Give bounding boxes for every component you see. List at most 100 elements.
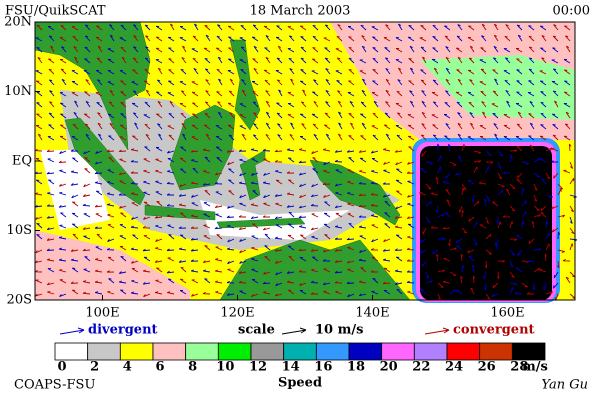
wind-arrow bbox=[251, 246, 259, 251]
wind-arrow bbox=[348, 57, 355, 64]
wind-arrow bbox=[155, 25, 163, 31]
wind-arrow bbox=[556, 260, 560, 269]
wind-arrow bbox=[228, 90, 235, 97]
wind-arrow bbox=[467, 37, 475, 42]
wind-arrow bbox=[371, 92, 379, 97]
wind-arrow bbox=[275, 170, 283, 174]
wind-arrow bbox=[516, 123, 523, 130]
wind-arrow bbox=[382, 182, 391, 185]
wind-arrow bbox=[467, 136, 475, 141]
wind-arrow bbox=[34, 293, 43, 297]
wind-arrow bbox=[301, 123, 307, 130]
wind-arrow bbox=[287, 48, 295, 53]
wind-arrow bbox=[83, 235, 91, 240]
wind-arrow bbox=[382, 258, 391, 262]
wind-arrow bbox=[215, 146, 223, 152]
footer-left: COAPS-FSU bbox=[14, 378, 95, 393]
wind-arrow bbox=[132, 90, 139, 97]
wind-arrow bbox=[119, 158, 127, 163]
wind-arrow bbox=[48, 68, 55, 75]
wind-arrow bbox=[346, 149, 355, 153]
wind-arrow bbox=[384, 47, 391, 53]
wind-arrow bbox=[168, 80, 175, 86]
wind-arrow bbox=[109, 122, 115, 130]
wind-arrow bbox=[36, 222, 43, 229]
wind-arrow bbox=[528, 113, 535, 119]
wind-arrow bbox=[539, 135, 547, 141]
wind-arrow bbox=[83, 268, 91, 273]
wind-arrow bbox=[395, 103, 403, 108]
wind-arrow bbox=[180, 68, 187, 75]
wind-arrow bbox=[312, 123, 319, 130]
wind-arrow bbox=[409, 100, 415, 108]
wind-arrow bbox=[408, 24, 415, 31]
wind-arrow bbox=[274, 248, 283, 252]
wind-arrow bbox=[96, 101, 103, 108]
lon-label: 100E bbox=[85, 306, 119, 321]
wind-arrow bbox=[299, 225, 307, 229]
wind-arrow bbox=[214, 269, 223, 273]
wind-arrow bbox=[313, 100, 319, 108]
wind-arrow bbox=[497, 172, 503, 180]
wind-arrow bbox=[191, 124, 199, 130]
wind-arrow bbox=[541, 34, 547, 42]
wind-arrow bbox=[107, 224, 115, 229]
wind-arrow bbox=[84, 91, 91, 97]
wind-arrow bbox=[358, 215, 367, 218]
wind-arrow bbox=[455, 91, 463, 97]
wind-arrow bbox=[371, 290, 379, 295]
wind-arrow bbox=[533, 172, 541, 178]
wind-arrow bbox=[276, 25, 283, 31]
wind-arrow bbox=[433, 67, 439, 75]
wind-arrow bbox=[300, 69, 307, 75]
wind-arrow bbox=[142, 226, 151, 229]
wind-arrow bbox=[502, 171, 511, 174]
wind-arrow bbox=[205, 34, 211, 42]
wind-arrow bbox=[436, 253, 439, 262]
colorbar-level: 2 bbox=[90, 360, 99, 375]
wind-arrow bbox=[552, 134, 559, 141]
wind-arrow bbox=[455, 47, 463, 53]
wind-arrow bbox=[167, 92, 175, 97]
wind-arrow bbox=[310, 292, 319, 295]
wind-arrow bbox=[449, 247, 457, 251]
wind-arrow bbox=[121, 56, 127, 64]
wind-arrow bbox=[35, 279, 43, 284]
wind-arrow bbox=[216, 91, 223, 97]
wind-arrow bbox=[180, 266, 187, 273]
wind-arrow bbox=[370, 150, 379, 154]
wind-arrow bbox=[181, 57, 187, 64]
wind-arrow bbox=[155, 59, 163, 64]
wind-arrow bbox=[276, 57, 283, 64]
wind-arrow bbox=[179, 157, 187, 163]
wind-arrow bbox=[46, 149, 55, 153]
wind-arrow bbox=[460, 253, 464, 262]
wind-arrow bbox=[383, 37, 391, 42]
wind-arrow bbox=[74, 100, 79, 108]
wind-arrow bbox=[311, 113, 319, 119]
wind-arrow bbox=[35, 80, 43, 86]
wind-arrow bbox=[528, 35, 535, 42]
colorbar-level: 26 bbox=[478, 360, 496, 375]
wind-arrow bbox=[262, 181, 271, 185]
land bbox=[216, 217, 306, 229]
wind-arrow bbox=[533, 205, 540, 211]
wind-arrow bbox=[467, 69, 475, 75]
wind-arrow bbox=[169, 100, 175, 108]
colorbar-box bbox=[315, 342, 350, 361]
wind-arrow bbox=[300, 101, 307, 108]
wind-arrow bbox=[143, 180, 151, 185]
wind-arrow bbox=[468, 25, 475, 31]
wind-arrow bbox=[407, 223, 415, 229]
wind-arrow bbox=[350, 122, 355, 130]
wind-arrow bbox=[179, 289, 187, 295]
wind-arrow bbox=[84, 256, 91, 262]
wind-arrow bbox=[180, 168, 187, 174]
wind-arrow bbox=[528, 68, 535, 75]
wind-arrow bbox=[120, 255, 127, 262]
wind-arrow bbox=[46, 258, 55, 262]
wind-arrow bbox=[215, 246, 223, 251]
wind-arrow bbox=[204, 101, 211, 108]
wind-arrow bbox=[58, 236, 67, 240]
wind-arrow bbox=[445, 172, 451, 179]
